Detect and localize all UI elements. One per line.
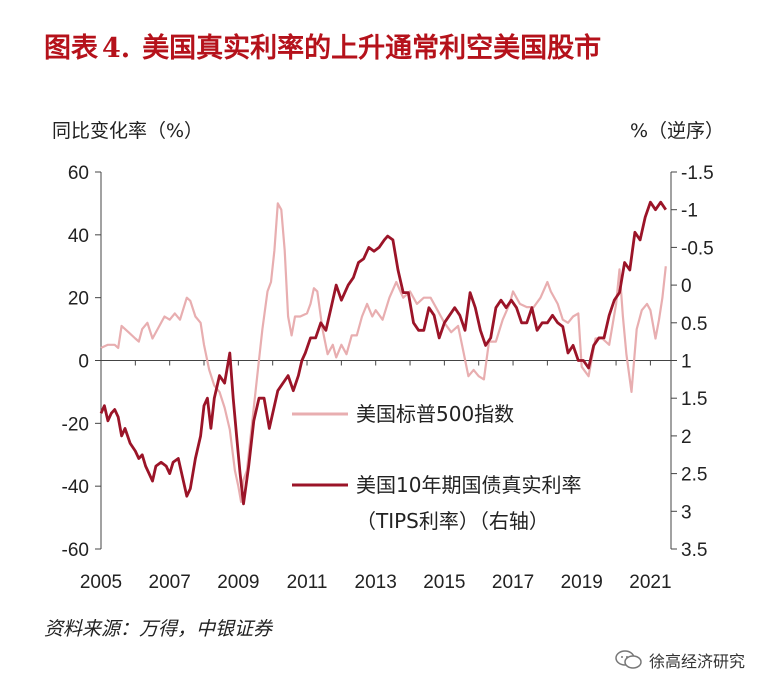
figure-title: 图表 4. 美国真实利率的上升通常利空美国股市 bbox=[44, 26, 601, 65]
left-axis-label: 同比变化率（%） bbox=[52, 120, 204, 142]
tips-rate-series-line bbox=[99, 200, 667, 506]
left-tick-label: 40 bbox=[68, 226, 89, 247]
figure-title-text: 美国真实利率的上升通常利空美国股市 bbox=[142, 33, 602, 64]
x-tick-label: 2019 bbox=[561, 572, 603, 593]
right-tick-label: 0 bbox=[681, 276, 692, 297]
right-tick-label: 2.5 bbox=[681, 465, 707, 486]
x-tick-label: 2013 bbox=[355, 572, 397, 593]
x-tick-label: 2009 bbox=[217, 572, 259, 593]
wechat-icon bbox=[615, 650, 642, 669]
legend-label-sp500: 美国标普500指数 bbox=[356, 402, 514, 426]
source-note: 资料来源：万得，中银证券 bbox=[44, 618, 273, 640]
right-tick-label: -1 bbox=[681, 201, 698, 222]
sp500-series-line bbox=[100, 202, 667, 503]
x-tick-label: 2017 bbox=[492, 572, 534, 593]
left-tick-label: 0 bbox=[78, 352, 89, 373]
right-tick-label: -0.5 bbox=[681, 238, 714, 259]
left-tick-label: -40 bbox=[62, 477, 89, 498]
watermark: 徐高经济研究 bbox=[615, 648, 745, 672]
legend-label-tips: 美国10年期国债真实利率 bbox=[356, 473, 581, 497]
right-tick-label: 2 bbox=[681, 427, 692, 448]
x-tick-label: 2007 bbox=[149, 572, 191, 593]
x-tick-label: 2005 bbox=[80, 572, 122, 593]
right-tick-label: 3.5 bbox=[681, 540, 707, 561]
left-tick-label: 60 bbox=[68, 163, 89, 184]
right-tick-label: 3 bbox=[681, 502, 692, 523]
right-tick-label: 0.5 bbox=[681, 314, 707, 335]
right-tick-label: 1 bbox=[681, 352, 692, 373]
figure-prefix: 图表 bbox=[44, 33, 98, 64]
left-tick-label: -20 bbox=[62, 414, 89, 435]
left-tick-label: -60 bbox=[62, 540, 89, 561]
right-axis-label: %（逆序） bbox=[629, 120, 724, 142]
right-tick-label: -1.5 bbox=[681, 163, 714, 184]
legend-label-tips-line2: （TIPS利率）（右轴） bbox=[356, 509, 549, 533]
x-tick-label: 2015 bbox=[423, 572, 465, 593]
watermark-text: 徐高经济研究 bbox=[648, 652, 745, 671]
left-tick-label: 20 bbox=[68, 289, 89, 310]
x-tick-label: 2021 bbox=[629, 572, 671, 593]
x-tick-label: 2011 bbox=[287, 572, 328, 593]
figure-number: 4. bbox=[102, 33, 131, 64]
right-tick-label: 1.5 bbox=[681, 389, 707, 410]
